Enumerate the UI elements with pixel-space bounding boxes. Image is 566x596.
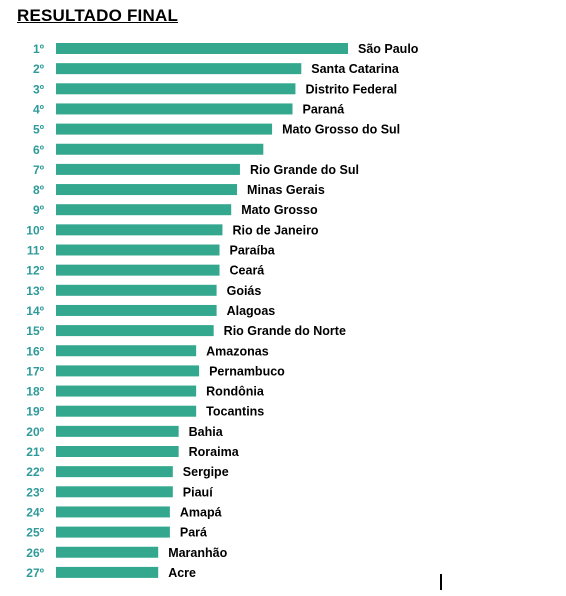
bar — [56, 405, 197, 417]
bar — [56, 63, 302, 75]
bar — [56, 446, 179, 457]
rank-label: 1º — [33, 42, 45, 56]
category-label: Minas Gerais — [247, 183, 325, 197]
bar — [56, 103, 293, 115]
rank-label: 23º — [26, 485, 44, 499]
category-label: Pernambuco — [209, 364, 285, 378]
category-label: Amapá — [180, 505, 222, 519]
text-cursor — [440, 574, 442, 590]
chart-title: RESULTADO FINAL — [17, 6, 179, 25]
category-label: Paraíba — [230, 244, 276, 258]
rank-label: 12º — [26, 264, 44, 278]
rank-label: 8º — [33, 183, 45, 197]
rank-label: 10º — [26, 223, 44, 237]
bar — [56, 123, 273, 135]
bar — [56, 365, 200, 377]
category-label: Mato Grosso — [241, 203, 318, 217]
category-label: Piauí — [183, 485, 213, 499]
bar — [56, 566, 159, 578]
rank-label: 27º — [26, 566, 44, 580]
category-label: São Paulo — [358, 42, 419, 56]
category-label: Amazonas — [206, 344, 269, 358]
category-label: Mato Grosso do Sul — [282, 123, 400, 137]
bar — [56, 466, 173, 478]
rank-label: 11º — [27, 244, 45, 258]
bar — [56, 83, 296, 95]
bar — [56, 345, 197, 357]
rank-label: 20º — [26, 425, 44, 439]
rank-label: 19º — [26, 405, 44, 419]
rank-label: 21º — [26, 445, 44, 459]
bar — [56, 425, 179, 437]
bar — [56, 385, 197, 397]
rank-label: 25º — [26, 526, 44, 540]
rank-label: 6º — [33, 143, 45, 157]
category-label: Maranhão — [168, 546, 227, 560]
bar — [56, 224, 223, 236]
rank-label: 2º — [33, 62, 45, 76]
category-label: Acre — [168, 566, 196, 580]
rank-label: 22º — [26, 465, 44, 479]
rank-label: 16º — [26, 344, 44, 358]
bar — [56, 325, 214, 337]
bar — [56, 244, 220, 256]
bar — [56, 204, 232, 216]
bar — [56, 163, 240, 175]
category-label: Goiás — [227, 284, 262, 298]
rank-label: 13º — [26, 284, 44, 298]
bar — [56, 546, 159, 558]
rank-label: 9º — [33, 203, 45, 217]
category-label: Paraná — [303, 102, 345, 116]
rank-label: 26º — [26, 546, 44, 560]
rank-label: 18º — [26, 385, 44, 399]
bar — [56, 184, 238, 196]
rank-label: 17º — [26, 364, 44, 378]
category-label: Santa Catarina — [311, 62, 400, 76]
bar — [56, 304, 217, 316]
bar — [56, 526, 170, 538]
rank-label: 24º — [26, 505, 44, 519]
category-label: Distrito Federal — [305, 82, 397, 96]
bar — [56, 264, 220, 276]
category-label: Rio Grande do Sul — [250, 163, 359, 177]
rank-label: 3º — [33, 82, 45, 96]
bar — [56, 43, 348, 54]
category-label: Rio de Janeiro — [232, 223, 318, 237]
rank-label: 7º — [33, 163, 45, 177]
category-label: Bahia — [189, 425, 224, 439]
bar — [56, 143, 264, 155]
rank-label: 14º — [26, 304, 44, 318]
bar — [56, 486, 173, 498]
bar — [56, 284, 217, 296]
bar — [56, 506, 170, 518]
category-label: Rio Grande do Norte — [224, 324, 346, 338]
category-label: Ceará — [230, 264, 265, 278]
category-label: Pará — [180, 526, 207, 540]
rank-label: 4º — [33, 102, 45, 116]
category-label: Tocantins — [206, 405, 264, 419]
category-label: Sergipe — [183, 465, 229, 479]
category-label: Alagoas — [227, 304, 276, 318]
category-label: Rondônia — [206, 385, 265, 399]
rank-label: 5º — [33, 123, 45, 137]
category-label: Roraima — [189, 445, 240, 459]
rank-label: 15º — [26, 324, 44, 338]
